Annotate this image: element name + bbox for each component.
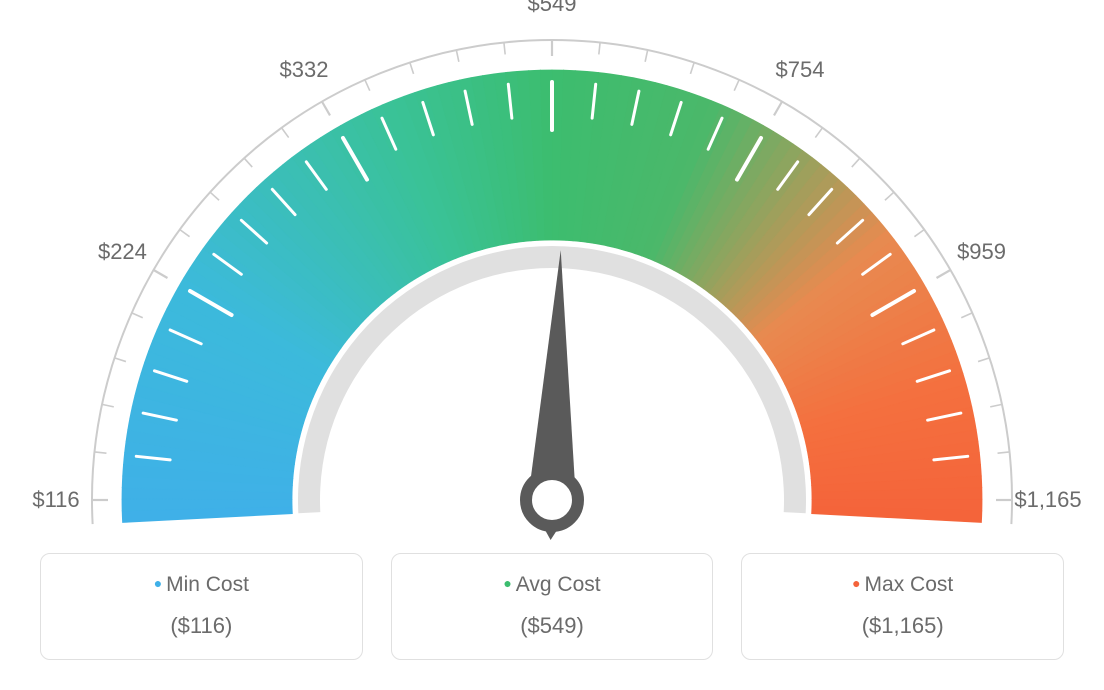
- gauge-tick-label: $332: [280, 57, 329, 83]
- gauge-tick-label: $754: [776, 57, 825, 83]
- legend-card-max: Max Cost ($1,165): [741, 553, 1064, 660]
- gauge-svg: [0, 0, 1104, 560]
- legend: Min Cost ($116) Avg Cost ($549) Max Cost…: [40, 553, 1064, 660]
- legend-card-avg: Avg Cost ($549): [391, 553, 714, 660]
- legend-card-min: Min Cost ($116): [40, 553, 363, 660]
- gauge-tick-label: $549: [528, 0, 577, 17]
- legend-value-avg: ($549): [402, 613, 703, 639]
- legend-title-avg: Avg Cost: [402, 572, 703, 597]
- gauge-tick-label: $224: [98, 239, 147, 265]
- gauge-tick-label: $116: [32, 487, 79, 513]
- gauge-tick-label: $959: [957, 239, 1006, 265]
- gauge-tick-label: $1,165: [1014, 487, 1081, 513]
- legend-value-min: ($116): [51, 613, 352, 639]
- legend-value-max: ($1,165): [752, 613, 1053, 639]
- legend-title-max: Max Cost: [752, 572, 1053, 597]
- gauge-hub: [526, 474, 578, 526]
- legend-title-min: Min Cost: [51, 572, 352, 597]
- gauge-chart: $116 $224 $332 $549 $754 $959 $1,165: [0, 0, 1104, 560]
